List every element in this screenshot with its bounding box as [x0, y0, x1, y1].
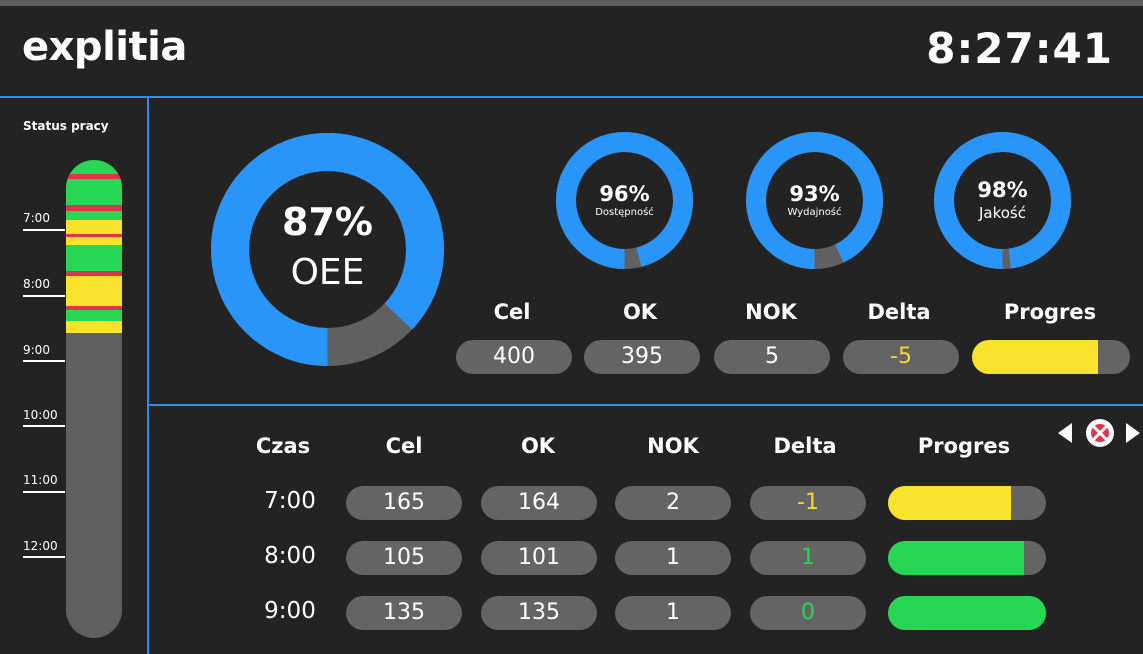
- timeline-tick-label: 7:00: [23, 211, 50, 225]
- sidebar-divider: [147, 98, 149, 654]
- timeline-tick-label: 9:00: [23, 343, 50, 357]
- table-header-ok: OK: [520, 434, 556, 458]
- summary-progress-fill: [972, 340, 1099, 374]
- top-strip: [0, 0, 1143, 6]
- summary-cel-value: 400: [456, 340, 572, 374]
- table-header-cel: Cel: [385, 434, 423, 458]
- summary-nok-value: 5: [714, 340, 830, 374]
- table-progress-fill: [888, 541, 1024, 575]
- timeline-tick-line: [23, 229, 65, 231]
- timeline-tick-line: [23, 491, 65, 493]
- timeline-tick-label: 8:00: [23, 277, 50, 291]
- timeline-tick-line: [23, 556, 65, 558]
- header-divider: [0, 96, 1143, 98]
- availability-donut: [556, 132, 693, 269]
- timeline-tick-label: 10:00: [23, 408, 58, 422]
- status-timeline-bar: [66, 160, 122, 638]
- status-segment-slow: [66, 237, 122, 245]
- status-title: Status pracy: [23, 119, 109, 133]
- table-header-czas: Czas: [255, 434, 311, 458]
- quality-donut: [934, 132, 1071, 269]
- oee-label: OEE: [290, 252, 365, 293]
- availability-donut-arc: [556, 132, 693, 269]
- summary-header-delta: Delta: [867, 300, 931, 324]
- table-cell-cel: 135: [346, 596, 462, 630]
- table-cell-ok: 164: [481, 486, 597, 520]
- summary-header-ok: OK: [622, 300, 658, 324]
- table-cell-delta: -1: [750, 486, 866, 520]
- performance-donut: [746, 132, 883, 269]
- timeline-tick-line: [23, 360, 65, 362]
- status-segment-stop: [66, 174, 122, 179]
- oee-donut-arc: [211, 133, 444, 366]
- summary-header-nok: NOK: [745, 300, 797, 324]
- summary-progress-bar: [972, 340, 1130, 374]
- table-row-time: 8:00: [264, 543, 316, 569]
- timeline-tick-label: 11:00: [23, 473, 58, 487]
- section-divider: [149, 404, 1143, 406]
- timeline-tick-label: 12:00: [23, 539, 58, 553]
- table-progress-fill: [888, 596, 1046, 630]
- triangle-right-icon[interactable]: [1126, 423, 1140, 443]
- hour-navigation: [1058, 419, 1140, 447]
- summary-header-cel: Cel: [493, 300, 531, 324]
- table-cell-ok: 101: [481, 541, 597, 575]
- header: explitia 8:27:41: [0, 6, 1143, 96]
- table-header-progres: Progres: [917, 434, 1011, 458]
- table-cell-progress: [888, 596, 1046, 630]
- status-segment-running: [66, 310, 122, 321]
- table-progress-fill: [888, 486, 1012, 520]
- status-segment-stop: [66, 234, 122, 237]
- performance-donut-arc: [746, 132, 883, 269]
- availability-label: Dostępność: [595, 207, 654, 218]
- table-cell-ok: 135: [481, 596, 597, 630]
- app-logo: explitia: [22, 24, 187, 70]
- table-header-nok: NOK: [647, 434, 699, 458]
- performance-label: Wydajność: [787, 207, 842, 218]
- table-cell-nok: 1: [615, 596, 731, 630]
- status-segment-stop: [66, 306, 122, 310]
- performance-value: 93%: [789, 182, 840, 206]
- table-cell-progress: [888, 486, 1046, 520]
- oee-value: 87%: [282, 200, 373, 244]
- quality-label: Jakość: [978, 204, 1026, 222]
- stop-x-icon[interactable]: [1086, 419, 1114, 447]
- status-segment-running: [66, 160, 122, 174]
- oee-donut-chart: [211, 133, 444, 366]
- timeline-tick-line: [23, 295, 65, 297]
- status-segment-running: [66, 245, 122, 271]
- table-cell-cel: 165: [346, 486, 462, 520]
- quality-value: 98%: [977, 178, 1028, 202]
- quality-donut-arc: [934, 132, 1071, 269]
- availability-value: 96%: [599, 182, 650, 206]
- summary-delta-value: -5: [843, 340, 959, 374]
- summary-ok-value: 395: [584, 340, 700, 374]
- summary-header-progres: Progres: [1003, 300, 1097, 324]
- status-segment-stop: [66, 205, 122, 211]
- table-cell-progress: [888, 541, 1046, 575]
- table-cell-cel: 105: [346, 541, 462, 575]
- status-segment-running: [66, 211, 122, 220]
- status-segment-slow: [66, 276, 122, 306]
- status-segment-stop: [66, 271, 122, 276]
- table-cell-nok: 1: [615, 541, 731, 575]
- triangle-left-icon[interactable]: [1058, 423, 1072, 443]
- table-row-time: 7:00: [264, 488, 316, 514]
- timeline-tick-line: [23, 425, 65, 427]
- table-cell-nok: 2: [615, 486, 731, 520]
- table-header-delta: Delta: [773, 434, 837, 458]
- clock: 8:27:41: [926, 24, 1113, 73]
- table-cell-delta: 0: [750, 596, 866, 630]
- status-segment-slow: [66, 321, 122, 333]
- table-cell-delta: 1: [750, 541, 866, 575]
- table-row-time: 9:00: [264, 598, 316, 624]
- status-segment-slow: [66, 220, 122, 234]
- status-segment-running: [66, 179, 122, 205]
